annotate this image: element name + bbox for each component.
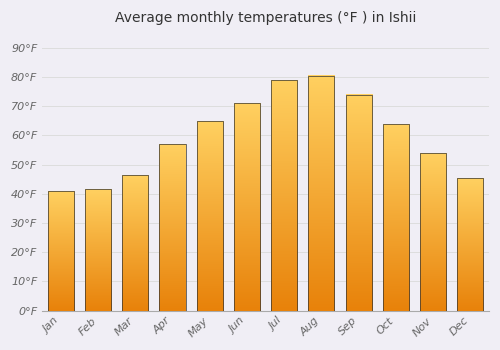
Title: Average monthly temperatures (°F ) in Ishii: Average monthly temperatures (°F ) in Is… [115,11,416,25]
Bar [457,178,483,310]
Bar [122,175,148,310]
Bar [271,80,297,310]
Bar [85,189,111,310]
Bar [160,144,186,310]
Bar [420,153,446,310]
Bar [383,124,409,310]
Bar [346,94,372,310]
Bar [48,191,74,310]
Bar [308,76,334,310]
Bar [196,121,222,310]
Bar [234,103,260,310]
